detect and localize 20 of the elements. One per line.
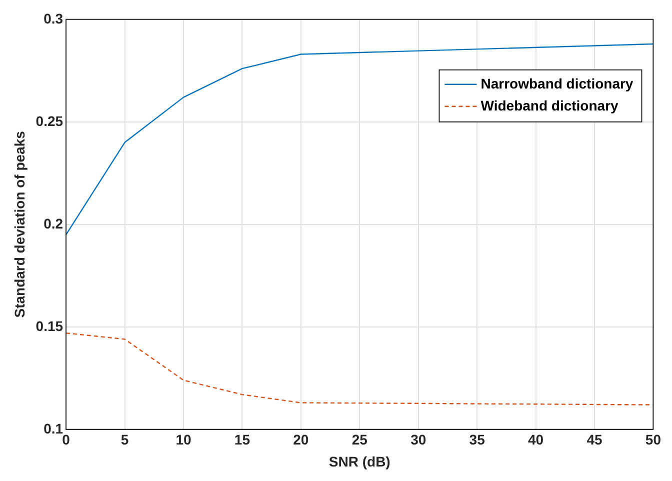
legend-label: Narrowband dictionary xyxy=(480,75,634,92)
y-tick-label: 0.3 xyxy=(44,10,64,26)
y-tick-label: 0.1 xyxy=(44,420,64,436)
y-axis-title: Standard deviation of peaks xyxy=(11,130,28,318)
x-tick-label: 40 xyxy=(528,432,544,448)
x-tick-label: 35 xyxy=(469,432,486,448)
x-tick-label: 10 xyxy=(176,432,192,448)
legend-label: Wideband dictionary xyxy=(480,97,619,114)
x-tick-label: 50 xyxy=(645,432,662,448)
x-tick-label: 0 xyxy=(62,432,70,448)
x-tick-label: 20 xyxy=(293,432,309,448)
y-tick-label: 0.2 xyxy=(44,215,64,232)
x-tick-label: 25 xyxy=(352,432,368,448)
x-tick-label: 5 xyxy=(120,432,129,448)
y-tick-label: 0.25 xyxy=(36,112,64,129)
x-tick-label: 15 xyxy=(234,432,250,448)
x-axis-title: SNR (dB) xyxy=(328,453,390,470)
x-tick-label: 30 xyxy=(410,432,426,448)
y-tick-label: 0.15 xyxy=(36,318,64,334)
x-tick-label: 45 xyxy=(586,432,602,448)
